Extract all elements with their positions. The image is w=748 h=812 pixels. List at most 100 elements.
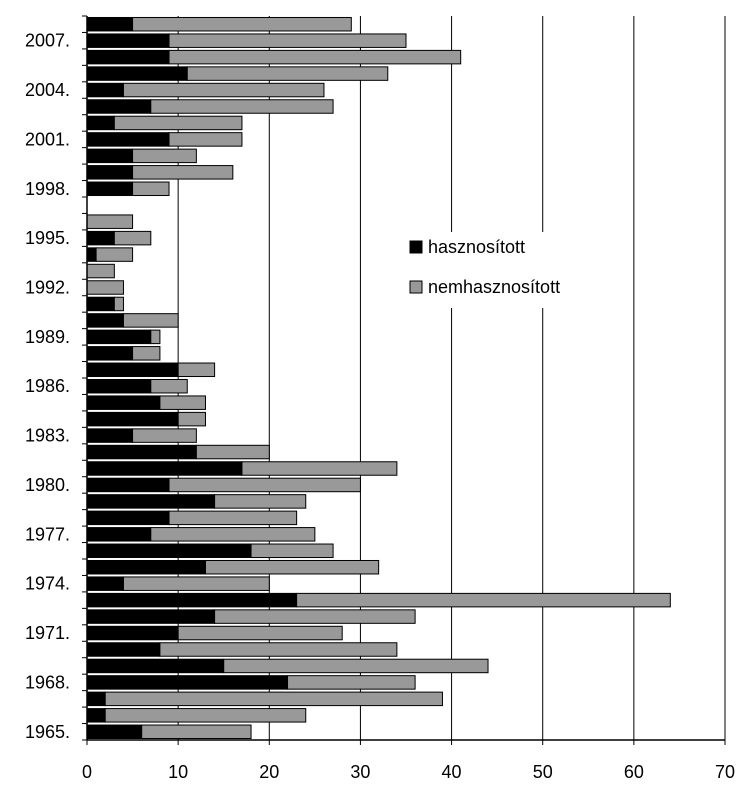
bar-2008-series-1	[132, 16, 352, 32]
x-tick-label-40: 40	[442, 762, 462, 782]
bar-1988-series-0	[86, 346, 134, 361]
bar-1975-series-0	[86, 559, 206, 575]
bar-1970-series-1	[159, 642, 398, 657]
bar-1995-series-0	[86, 230, 115, 246]
bar-1976-series-0	[86, 543, 252, 559]
axes	[82, 15, 726, 745]
bar-1991-series-1	[113, 296, 124, 312]
legend-swatch-nemhasznositott	[409, 280, 423, 294]
bar-1987-series-1	[177, 362, 216, 378]
bar-2008-series-0	[86, 16, 134, 32]
bar-1965-series-1	[141, 724, 252, 740]
x-tick-label-50: 50	[533, 762, 553, 782]
x-tick-label-30: 30	[350, 762, 370, 782]
bar-1991-series-0	[86, 296, 115, 312]
category-label-2001: 2001.	[25, 129, 70, 149]
category-label-1965: 1965.	[25, 722, 70, 742]
bar-1979-series-1	[214, 494, 307, 509]
bar-1968-series-0	[86, 675, 289, 690]
category-label-1977: 1977.	[25, 524, 70, 544]
bar-2001-series-1	[168, 132, 243, 147]
x-tick-label-60: 60	[624, 762, 644, 782]
bar-1994-series-1	[95, 247, 134, 262]
bar-1986-series-0	[86, 378, 152, 394]
bar-1980-series-1	[168, 477, 361, 493]
category-label-1989: 1989.	[25, 327, 70, 347]
bar-1969-series-0	[86, 658, 225, 674]
bar-2002-series-0	[86, 115, 115, 131]
category-label-1986: 1986.	[25, 376, 70, 396]
legend: hasznosított nemhasznosított	[393, 232, 560, 308]
bar-1994-series-0	[86, 247, 97, 262]
category-label-2007: 2007.	[25, 31, 70, 51]
bar-1968-series-1	[287, 675, 416, 690]
category-label-1992: 1992.	[25, 278, 70, 298]
bar-1973-series-1	[296, 592, 671, 608]
bar-1967-series-0	[86, 691, 106, 707]
legend-swatch-hasznositott	[409, 240, 423, 254]
legend-label-nemhasznositott: nemhasznosított	[428, 277, 560, 297]
category-label-1983: 1983.	[25, 426, 70, 446]
category-label-1998: 1998.	[25, 179, 70, 199]
legend-label-hasznositott: hasznosított	[428, 237, 525, 257]
bar-1975-series-1	[204, 559, 380, 575]
bar-2006-series-0	[86, 49, 170, 65]
bar-1971-series-0	[86, 625, 179, 641]
bar-2005-series-0	[86, 66, 188, 81]
bar-1999-series-0	[86, 165, 134, 180]
bar-2007-series-1	[168, 33, 407, 48]
category-label-1974: 1974.	[25, 574, 70, 594]
bar-1971-series-1	[177, 625, 343, 641]
bar-1985-series-1	[159, 395, 206, 410]
bar-2005-series-1	[186, 66, 389, 81]
bar-1985-series-0	[86, 395, 161, 410]
bar-1999-series-1	[132, 165, 234, 180]
bar-2000-series-0	[86, 148, 134, 164]
bar-1990-series-0	[86, 313, 124, 328]
bar-1987-series-0	[86, 362, 179, 378]
bar-1974-series-1	[122, 576, 270, 591]
category-label-2004: 2004.	[25, 80, 70, 100]
bar-1981-series-0	[86, 461, 243, 476]
bar-1983-series-1	[132, 428, 197, 443]
bar-1996-series-1	[86, 214, 134, 229]
bar-1966-series-0	[86, 708, 106, 723]
category-label-1995: 1995.	[25, 228, 70, 248]
tick-labels: 0 10 20 30 40 50 60 70	[82, 762, 735, 782]
bar-2006-series-1	[168, 49, 462, 65]
bar-1979-series-0	[86, 494, 216, 509]
bar-1982-series-0	[86, 444, 197, 460]
bar-1969-series-1	[223, 658, 489, 674]
bar-1998-series-0	[86, 181, 134, 197]
bar-2002-series-1	[113, 115, 243, 131]
bar-1972-series-1	[214, 609, 416, 624]
bar-1977-series-1	[150, 527, 316, 542]
category-labels: 1965. 1968. 1971. 1974. 1977. 1980. 1983. 1986.…	[25, 31, 70, 742]
bar-1980-series-0	[86, 477, 170, 493]
bar-2003-series-0	[86, 99, 152, 114]
bar-1974-series-0	[86, 576, 124, 591]
bar-1972-series-0	[86, 609, 216, 624]
bar-1998-series-1	[132, 181, 170, 197]
bar-1992-series-1	[86, 280, 124, 295]
x-tick-label-0: 0	[82, 762, 92, 782]
bar-2000-series-1	[132, 148, 197, 164]
x-tick-label-10: 10	[168, 762, 188, 782]
bar-1977-series-0	[86, 527, 152, 542]
bar-2004-series-0	[86, 82, 124, 98]
bar-1989-series-0	[86, 329, 152, 345]
bar-1981-series-1	[241, 461, 398, 476]
bar-1978-series-1	[168, 510, 298, 526]
bar-2007-series-0	[86, 33, 170, 48]
bar-1978-series-0	[86, 510, 170, 526]
x-tick-label-20: 20	[259, 762, 279, 782]
category-label-1968: 1968.	[25, 672, 70, 692]
bar-2001-series-0	[86, 132, 170, 147]
bar-1990-series-1	[122, 313, 179, 328]
bar-2003-series-1	[150, 99, 334, 114]
bar-1983-series-0	[86, 428, 134, 443]
bar-1995-series-1	[113, 230, 152, 246]
x-tick-label-70: 70	[715, 762, 735, 782]
bar-1982-series-1	[195, 444, 270, 460]
